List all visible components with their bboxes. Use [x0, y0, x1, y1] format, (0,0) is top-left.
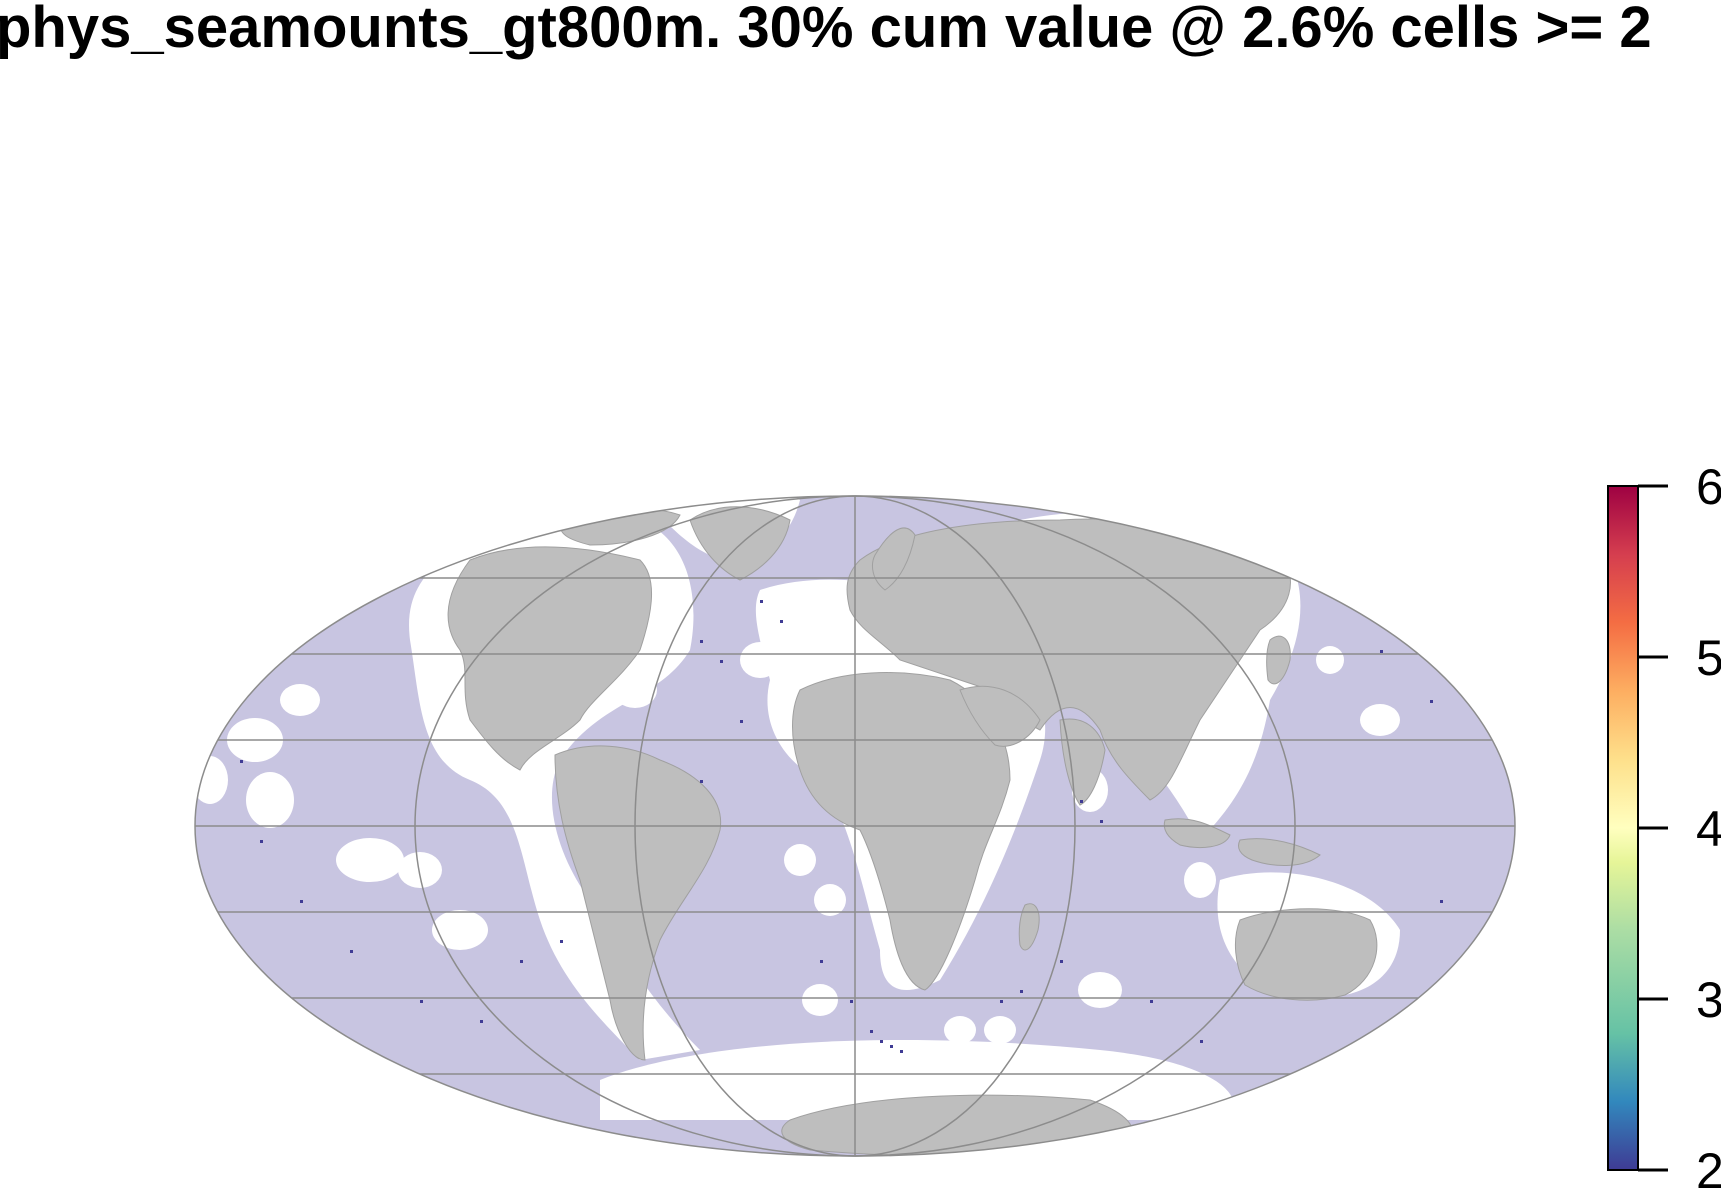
legend-tick-label: 4 — [1696, 801, 1721, 857]
legend-tick-label: 5 — [1696, 630, 1721, 686]
legend-colorbar — [1607, 485, 1639, 1171]
australia — [1235, 908, 1378, 1001]
legend-tick-label: 2 — [1696, 1143, 1721, 1189]
graticule-meridians — [194, 495, 1516, 1157]
legend-tick-label: 6 — [1696, 459, 1721, 515]
map-title: phys_seamounts_gt800m. 30% cum value @ 2… — [0, 0, 1652, 60]
africa — [792, 672, 1011, 991]
south-america — [554, 745, 722, 1061]
legend-tick-label: 3 — [1696, 972, 1721, 1028]
seamount-cells — [240, 600, 1443, 1053]
